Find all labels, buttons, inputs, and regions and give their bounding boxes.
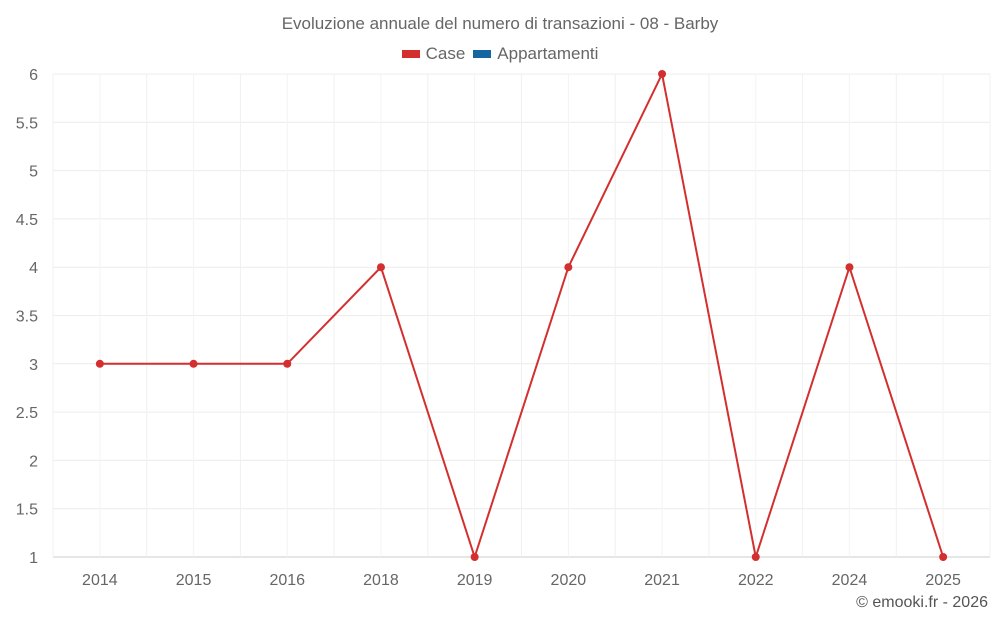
- y-tick-label: 3: [29, 357, 38, 374]
- data-point-case-2016: [283, 359, 292, 368]
- data-point-case-2022: [751, 553, 760, 561]
- x-tick-label: 2021: [644, 572, 680, 589]
- legend-item-appartamenti[interactable]: Appartamenti: [473, 44, 598, 64]
- y-tick-label: 2.5: [16, 405, 38, 422]
- y-tick-label: 6: [29, 67, 38, 84]
- x-tick-label: 2025: [925, 572, 961, 589]
- x-tick-label: 2015: [176, 572, 212, 589]
- credit-text: © emooki.fr - 2026: [856, 594, 988, 611]
- y-tick-label: 2: [29, 453, 38, 470]
- data-point-case-2019: [470, 553, 479, 561]
- x-tick-label: 2014: [82, 572, 118, 589]
- legend-label-appartamenti: Appartamenti: [497, 44, 599, 63]
- data-point-case-2025: [939, 553, 948, 561]
- data-point-case-2018: [376, 263, 385, 272]
- chart-legend: Case Appartamenti: [0, 44, 1000, 64]
- chart-title: Evoluzione annuale del numero di transaz…: [281, 14, 719, 33]
- y-tick-label: 5: [29, 164, 38, 181]
- y-tick-label: 5.5: [16, 115, 38, 132]
- data-point-case-2020: [564, 263, 573, 272]
- x-tick-label: 2020: [551, 572, 587, 589]
- legend-swatch-appartamenti: [473, 50, 492, 58]
- y-tick-label: 4: [29, 260, 38, 277]
- y-tick-label: 4.5: [16, 212, 38, 229]
- data-point-case-2024: [845, 263, 854, 272]
- x-tick-label: 2019: [457, 572, 493, 589]
- data-point-case-2021: [658, 70, 667, 78]
- legend-label-case: Case: [425, 44, 466, 63]
- y-tick-label: 1.5: [16, 502, 38, 519]
- data-point-case-2014: [95, 359, 104, 368]
- x-tick-label: 2018: [363, 572, 399, 589]
- x-tick-label: 2024: [832, 572, 868, 589]
- x-tick-label: 2016: [269, 572, 305, 589]
- legend-swatch-case: [401, 50, 420, 58]
- x-tick-label: 2022: [738, 572, 774, 589]
- y-tick-label: 3.5: [16, 309, 38, 326]
- data-point-case-2015: [189, 359, 198, 368]
- legend-item-case[interactable]: Case: [401, 44, 466, 64]
- series-line-case: [99, 70, 945, 561]
- y-tick-label: 1: [29, 550, 38, 567]
